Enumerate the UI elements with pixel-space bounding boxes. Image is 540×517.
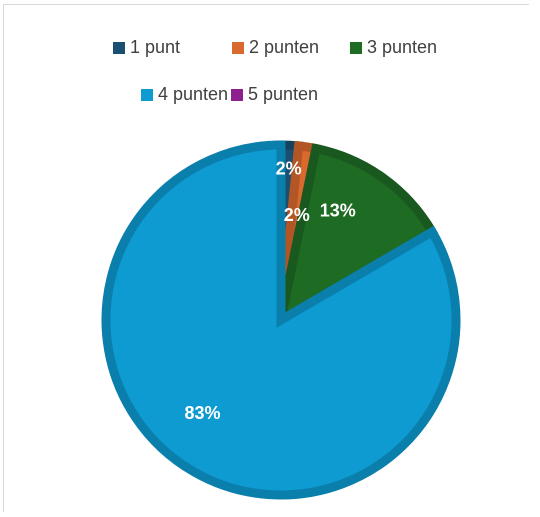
legend-swatch-4-punten <box>141 88 153 101</box>
pie-slice-3-punten <box>274 143 439 329</box>
data-label-4-punten: 83% <box>184 403 220 423</box>
legend-label-4-punten: 4 punten <box>158 84 229 104</box>
data-label-2-punten: 2% <box>284 205 310 225</box>
legend-item-3-punten: 3 punten <box>350 37 437 58</box>
data-label-1-punt: 2% <box>276 158 302 178</box>
legend-swatch-5-punten <box>231 88 243 101</box>
legend-item-1-punt: 1 punt <box>113 37 180 58</box>
legend-label-1-punt: 1 punt <box>130 37 181 57</box>
legend-swatch-2-punten <box>232 41 244 54</box>
legend-item-2-punten: 2 punten <box>232 37 319 58</box>
legend-item-5-punten: 5 punten <box>231 84 318 105</box>
legend-label-5-punten: 5 punten <box>248 84 319 104</box>
legend-label-3-punten: 3 punten <box>367 37 438 57</box>
legend-swatch-3-punten <box>350 41 362 54</box>
legend-label-2-punten: 2 punten <box>249 37 320 57</box>
pie-slice-4-punten <box>101 140 461 500</box>
data-label-3-punten: 13% <box>320 200 356 220</box>
legend-item-4-punten: 4 punten <box>141 84 228 105</box>
legend-swatch-1-punt <box>113 41 125 54</box>
